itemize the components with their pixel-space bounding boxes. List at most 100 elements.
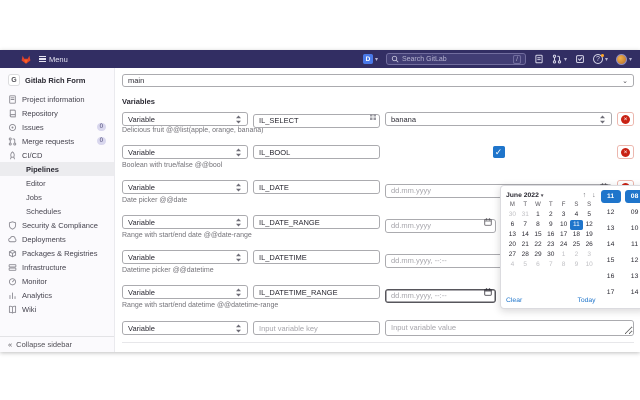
- sidebar-item-monitor[interactable]: Monitor: [0, 274, 114, 288]
- calendar-day[interactable]: 2: [574, 251, 579, 258]
- minute-option[interactable]: 11: [631, 241, 639, 248]
- calendar-day[interactable]: 21: [521, 241, 529, 248]
- minute-option[interactable]: 10: [630, 225, 639, 232]
- calendar-day-selected[interactable]: 11: [569, 220, 583, 230]
- sidebar-project[interactable]: G Gitlab Rich Form: [0, 72, 114, 88]
- new-variable-key-input[interactable]: [253, 321, 380, 335]
- calendar-day[interactable]: 9: [548, 221, 553, 228]
- menu-button[interactable]: Menu: [39, 55, 68, 64]
- calendar-day[interactable]: 22: [534, 241, 542, 248]
- calendar-day[interactable]: 30: [508, 211, 517, 218]
- sidebar-item-repository[interactable]: Repository: [0, 106, 114, 120]
- calendar-day[interactable]: 1: [561, 251, 566, 258]
- branch-select[interactable]: main ⌄: [122, 74, 634, 87]
- calendar-day[interactable]: 14: [521, 231, 529, 238]
- help-button[interactable]: ? ▾: [592, 54, 608, 64]
- calendar-day[interactable]: 10: [559, 221, 568, 228]
- user-menu[interactable]: ▾: [615, 53, 632, 65]
- calendar-day[interactable]: 7: [548, 261, 553, 268]
- sidebar-item-deployments[interactable]: Deployments: [0, 232, 114, 246]
- minute-option[interactable]: 12: [630, 257, 639, 264]
- new-variable-value-input[interactable]: [385, 320, 634, 336]
- calendar-day[interactable]: 6: [510, 221, 515, 228]
- calendar-day[interactable]: 26: [585, 241, 593, 248]
- hour-option-selected[interactable]: 11: [600, 190, 621, 203]
- calendar-day[interactable]: 6: [536, 261, 540, 268]
- calendar-day[interactable]: 7: [523, 221, 527, 228]
- calendar-day[interactable]: 17: [559, 231, 568, 238]
- gitlab-logo-icon[interactable]: [20, 53, 32, 65]
- calendar-day[interactable]: 15: [534, 231, 542, 238]
- hour-option[interactable]: 13: [606, 225, 615, 232]
- sidebar-item-analytics[interactable]: Analytics: [0, 288, 114, 302]
- remove-variable-button[interactable]: ×: [617, 112, 634, 126]
- calendar-day[interactable]: 8: [536, 221, 540, 228]
- hour-option[interactable]: 17: [606, 289, 615, 296]
- sidebar-item-project-information[interactable]: Project information: [0, 92, 114, 106]
- sidebar-item-security[interactable]: Security & Compliance: [0, 218, 114, 232]
- merge-requests-button[interactable]: ▾: [552, 54, 567, 64]
- variable-key-input[interactable]: [253, 250, 380, 264]
- start-date-input[interactable]: [385, 218, 496, 233]
- next-month-button[interactable]: ↓: [592, 192, 596, 199]
- calendar-day[interactable]: 13: [508, 231, 517, 238]
- calendar-day[interactable]: 2: [548, 211, 553, 218]
- calendar-day[interactable]: 24: [559, 241, 568, 248]
- sidebar-item-cicd[interactable]: CI/CD: [0, 148, 114, 162]
- sidebar-item-wiki[interactable]: Wiki: [0, 302, 114, 316]
- sidebar-item-schedules[interactable]: Schedules: [26, 206, 62, 216]
- minute-option-selected[interactable]: 08: [624, 190, 640, 203]
- hour-option[interactable]: 14: [606, 241, 615, 248]
- variable-type-select[interactable]: Variable: [122, 112, 248, 126]
- fruit-value-select[interactable]: banana: [385, 112, 612, 126]
- search-input[interactable]: Search GitLab /: [385, 53, 526, 65]
- sidebar-item-infrastructure[interactable]: Infrastructure: [0, 260, 114, 274]
- calendar-day[interactable]: 19: [585, 231, 593, 238]
- calendar-day[interactable]: 25: [572, 241, 580, 248]
- calendar-day[interactable]: 31: [521, 211, 529, 218]
- variable-key-input[interactable]: [253, 215, 380, 229]
- variable-type-select[interactable]: Variable: [122, 321, 248, 335]
- calendar-day[interactable]: 30: [547, 251, 555, 258]
- sidebar-item-pipelines[interactable]: Pipelines: [0, 162, 114, 176]
- calendar-day[interactable]: 12: [585, 221, 593, 228]
- today-button[interactable]: Today: [577, 297, 596, 304]
- calendar-day[interactable]: 10: [585, 261, 593, 268]
- sidebar-item-issues[interactable]: Issues 0: [0, 120, 114, 134]
- variable-type-select[interactable]: Variable: [122, 145, 248, 159]
- calendar-day[interactable]: 4: [574, 211, 579, 218]
- minute-option[interactable]: 09: [630, 209, 639, 216]
- hour-option[interactable]: 12: [606, 209, 615, 216]
- calendar-day[interactable]: 9: [574, 261, 579, 268]
- calendar-day[interactable]: 16: [547, 231, 555, 238]
- variable-type-select[interactable]: Variable: [122, 180, 248, 194]
- issues-button[interactable]: [534, 54, 544, 64]
- calendar-day[interactable]: 8: [561, 261, 566, 268]
- project-switcher[interactable]: D ▾: [362, 54, 378, 64]
- calendar-day[interactable]: 23: [547, 241, 555, 248]
- bool-checkbox-checked[interactable]: ✓: [492, 146, 505, 158]
- month-dropdown[interactable]: June 2022 ▾: [506, 192, 544, 199]
- collapse-sidebar-button[interactable]: « Collapse sidebar: [0, 336, 114, 352]
- variable-key-input[interactable]: [253, 145, 380, 159]
- calendar-day[interactable]: 5: [587, 211, 591, 218]
- calendar-day[interactable]: 4: [510, 261, 515, 268]
- calendar-day[interactable]: 20: [508, 241, 517, 248]
- calendar-day[interactable]: 3: [561, 211, 566, 218]
- variable-type-select[interactable]: Variable: [122, 215, 248, 229]
- calendar-day[interactable]: 28: [521, 251, 529, 258]
- sidebar-item-merge-requests[interactable]: Merge requests 0: [0, 134, 114, 148]
- variable-key-input[interactable]: [253, 285, 380, 299]
- previous-month-button[interactable]: ↑: [582, 192, 587, 199]
- variable-type-select[interactable]: Variable: [122, 285, 248, 299]
- hour-option[interactable]: 16: [606, 273, 615, 280]
- start-datetime-input[interactable]: [385, 288, 496, 303]
- variable-type-select[interactable]: Variable: [122, 250, 248, 264]
- todos-button[interactable]: [575, 54, 585, 64]
- sidebar-item-packages[interactable]: Packages & Registries: [0, 246, 114, 260]
- calendar-day[interactable]: 5: [523, 261, 527, 268]
- variable-key-input[interactable]: [253, 113, 380, 128]
- minute-option[interactable]: 13: [630, 273, 639, 280]
- calendar-day[interactable]: 18: [572, 231, 580, 238]
- calendar-day[interactable]: 3: [587, 251, 591, 258]
